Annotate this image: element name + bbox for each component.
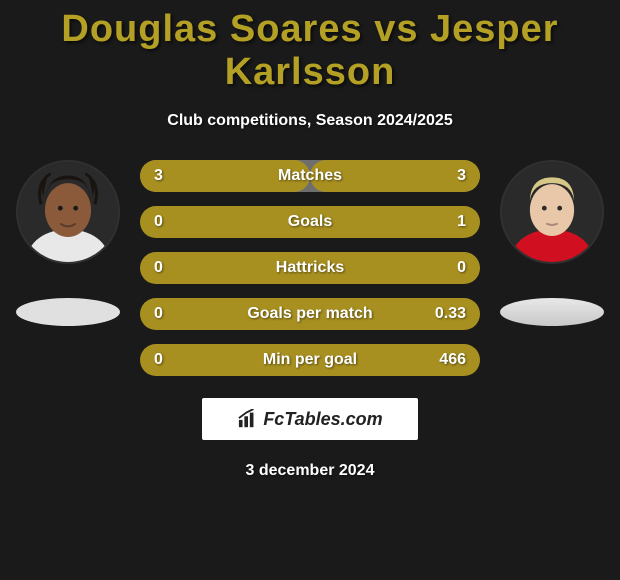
player2-face [530, 184, 574, 236]
player1-avatar [16, 160, 120, 264]
player1-column [14, 160, 122, 326]
stat-right-value: 1 [457, 213, 466, 231]
stat-label: Matches [278, 167, 342, 185]
comparison-title: Douglas Soares vs Jesper Karlsson [0, 8, 620, 94]
player2-avatar [500, 160, 604, 264]
player1-flag [16, 298, 120, 326]
stat-label: Goals per match [247, 305, 372, 323]
stat-label: Min per goal [263, 351, 357, 369]
stat-right-value: 466 [439, 351, 466, 369]
fctables-logo[interactable]: FcTables.com [202, 398, 418, 440]
player2-column [498, 160, 606, 326]
stat-label: Hattricks [276, 259, 344, 277]
stat-left-value: 0 [154, 213, 163, 231]
subtitle: Club competitions, Season 2024/2025 [0, 112, 620, 130]
stat-right-value: 0 [457, 259, 466, 277]
stat-right-value: 0.33 [435, 305, 466, 323]
stat-bar-min-per-goal: 0 Min per goal 466 [140, 344, 480, 376]
stat-bar-matches: 3 Matches 3 [140, 160, 480, 192]
player1-face [45, 183, 91, 237]
stat-left-value: 3 [154, 167, 163, 185]
stat-left-value: 0 [154, 305, 163, 323]
stat-left-value: 0 [154, 259, 163, 277]
widget-container: Douglas Soares vs Jesper Karlsson Club c… [0, 0, 620, 480]
stat-right-value: 3 [457, 167, 466, 185]
stat-left-value: 0 [154, 351, 163, 369]
chart-icon [237, 409, 259, 429]
player2-flag [500, 298, 604, 326]
stat-bar-hattricks: 0 Hattricks 0 [140, 252, 480, 284]
stats-bars: 3 Matches 3 0 Goals 1 0 Hattricks 0 0 Goals per ma… [140, 160, 480, 376]
stat-label: Goals [288, 213, 332, 231]
logo-text: FcTables.com [263, 409, 382, 430]
stat-bar-goals-per-match: 0 Goals per match 0.33 [140, 298, 480, 330]
title-player1: Douglas Soares [61, 8, 362, 50]
main-row: 3 Matches 3 0 Goals 1 0 Hattricks 0 0 Goals per ma… [0, 160, 620, 376]
stat-bar-goals: 0 Goals 1 [140, 206, 480, 238]
title-vs: vs [374, 8, 418, 50]
date: 3 december 2024 [0, 462, 620, 480]
